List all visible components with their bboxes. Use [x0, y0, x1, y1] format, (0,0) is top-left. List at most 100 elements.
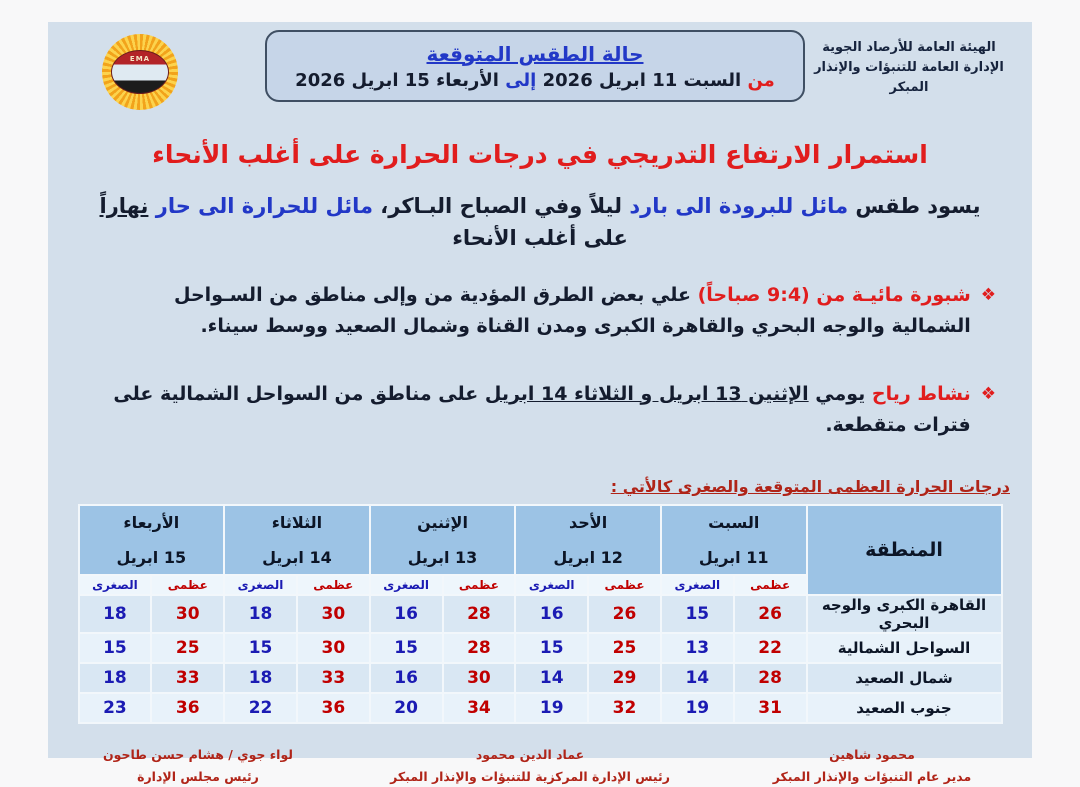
temp-min-day-0: 13	[659, 632, 735, 665]
organization-name: الهيئة العامة للأرصاد الجوية الإدارة الع…	[794, 38, 1024, 98]
signature-block: لواء جوي / هشام حسن طاحون رئيس مجلس الإد…	[78, 744, 318, 787]
ema-logo-text: EMA	[129, 55, 151, 63]
signature-name: محمود شاهين	[829, 747, 915, 763]
summary-part-1: يسود طقس	[848, 194, 981, 218]
temp-min-day-2: 16	[368, 594, 444, 635]
date-from-label: من	[747, 69, 775, 91]
subheader-min-day-2: الصغرى	[368, 574, 444, 597]
temp-min-day-3: 15	[223, 632, 298, 665]
forecast-bullets: ❖ شبورة مائيـة من (9:4 صباحاً) علي بعض ا…	[108, 280, 996, 441]
summary-part-5: نهاراً	[99, 194, 149, 218]
temp-max-day-1: 29	[587, 662, 662, 695]
temp-max-day-3: 30	[295, 632, 371, 665]
temperature-table-body: القاهرة الكبرى والوجه البحري 26 15 26 16 28 16…	[77, 594, 1003, 725]
temp-min-day-2: 15	[368, 632, 444, 665]
ema-logo-icon: EMA	[102, 34, 178, 110]
temp-min-day-0: 14	[659, 662, 735, 695]
temp-max-day-1: 25	[587, 632, 662, 665]
region-label: السواحل الشمالية	[805, 632, 1003, 665]
subheader-max-day-2: عظمى	[441, 574, 517, 597]
temperature-table: المنطقة السبت 11 ابريل الأحد 12 ابريل الإثنين…	[77, 504, 1003, 725]
summary-line-2: على أغلب الأنحاء	[452, 225, 628, 250]
main-headline: استمرار الارتفاع التدريجي في درجات الحرا…	[152, 140, 928, 169]
subheader-min-day-4: الصغرى	[77, 574, 153, 597]
weather-summary: يسود طقس مائل للبرودة الى بارد ليلاً وفي…	[48, 191, 1032, 254]
signature-title: رئيس مجلس الإدارة	[137, 768, 259, 784]
temp-min-day-1: 14	[514, 662, 590, 695]
temp-min-day-4: 18	[77, 594, 153, 635]
temp-max-day-4: 36	[150, 692, 226, 725]
signatures: محمود شاهين مدير عام التنبؤات والإنذار ا…	[78, 744, 1002, 787]
table-row-2: شمال الصعيد 28 14 29 14 30 16 33 18 33 18	[77, 662, 1003, 695]
subheader-max-day-3: عظمى	[295, 574, 371, 597]
signature-title: مدير عام التنبؤات والإنذار المبكر	[772, 768, 972, 784]
summary-part-3: ليلاً وفي الصباح البـاكر،	[372, 194, 630, 218]
temp-max-day-2: 30	[441, 662, 517, 695]
column-header-day-4: الأربعاء 15 ابريل	[77, 504, 226, 577]
column-header-day-3: الثلاثاء 14 ابريل	[223, 504, 371, 577]
temp-min-day-2: 16	[368, 662, 444, 695]
temp-max-day-4: 33	[150, 662, 226, 695]
diamond-bullet-icon: ❖	[980, 383, 996, 404]
temp-max-day-1: 26	[587, 594, 662, 635]
column-header-region: المنطقة	[805, 504, 1003, 597]
document-page: EMA حالة الطقس المتوقعة من السبت 11 ابري…	[48, 22, 1032, 784]
table-caption: درجات الحرارة العظمى المتوقعة والصغرى كا…	[610, 477, 1010, 497]
temp-max-day-3: 33	[295, 662, 371, 695]
temp-min-day-3: 22	[223, 692, 298, 725]
temp-max-day-1: 32	[587, 692, 662, 725]
bullet-wind: ❖ نشاط رياح يومي الإثنين 13 ابريل و الثل…	[108, 379, 996, 442]
temp-max-day-0: 22	[732, 632, 808, 665]
column-header-day-2: الإثنين 13 ابريل	[368, 504, 517, 577]
subheader-max-day-0: عظمى	[732, 574, 808, 597]
summary-part-4: مائل للحرارة الى حار	[155, 194, 373, 218]
org-line-1: الهيئة العامة للأرصاد الجوية	[822, 40, 996, 55]
signature-name: عماد الدين محمود	[475, 747, 585, 763]
table-row-1: السواحل الشمالية 22 13 25 15 28 15 30 15 25 15	[77, 632, 1003, 665]
temp-min-day-0: 15	[659, 594, 735, 635]
date-to: الأربعاء 15 ابريل 2026	[295, 69, 499, 91]
subheader-min-day-0: الصغرى	[659, 574, 735, 597]
bullet-wind-plain: يومي	[808, 382, 872, 405]
temp-min-day-2: 20	[368, 692, 444, 725]
temp-max-day-3: 30	[295, 594, 371, 635]
temp-min-day-1: 19	[514, 692, 590, 725]
temp-min-day-3: 18	[223, 662, 298, 695]
region-label: شمال الصعيد	[805, 662, 1003, 695]
temp-max-day-2: 28	[441, 632, 517, 665]
bullet-fog-text: علي بعض الطرق المؤدية من وإلى مناطق من ا…	[174, 284, 971, 338]
region-label: جنوب الصعيد	[805, 692, 1003, 725]
document-header: EMA حالة الطقس المتوقعة من السبت 11 ابري…	[48, 22, 1032, 126]
summary-part-2: مائل للبرودة الى بارد	[629, 194, 849, 218]
subheader-min-day-3: الصغرى	[223, 574, 298, 597]
temperature-table-head: المنطقة السبت 11 ابريل الأحد 12 ابريل الإثنين…	[77, 504, 1003, 597]
temp-max-day-0: 31	[732, 692, 808, 725]
table-row-0: القاهرة الكبرى والوجه البحري 26 15 26 16 28 16…	[77, 594, 1003, 635]
bullet-fog-highlight: شبورة مائيـة من (9:4 صباحاً)	[697, 284, 971, 306]
temp-max-day-0: 26	[732, 594, 808, 635]
summary-line-1: يسود طقس مائل للبرودة الى بارد ليلاً وفي…	[48, 191, 1032, 223]
signature-block: عماد الدين محمود رئيس الإدارة المركزية ل…	[370, 744, 690, 787]
temp-min-day-4: 15	[77, 632, 153, 665]
bullet-wind-dates: الإثنين 13 ابريل و الثلاثاء 14 ابريل	[484, 382, 809, 405]
temp-max-day-2: 34	[441, 692, 517, 725]
column-header-day-1: الأحد 12 ابريل	[514, 504, 662, 577]
bullet-wind-text: على مناطق من السواحل الشمالية على فترات …	[113, 382, 971, 437]
diamond-bullet-icon: ❖	[980, 285, 996, 305]
date-to-label: إلى	[505, 69, 537, 91]
temp-min-day-1: 15	[514, 632, 590, 665]
column-header-day-0: السبت 11 ابريل	[659, 504, 808, 577]
temp-min-day-3: 18	[223, 594, 298, 635]
table-row-3: جنوب الصعيد 31 19 32 19 34 20 36 22 36 23	[77, 692, 1003, 725]
bullet-fog: ❖ شبورة مائيـة من (9:4 صباحاً) علي بعض ا…	[108, 280, 996, 343]
temp-max-day-2: 28	[441, 594, 517, 635]
org-line-2: الإدارة العامة للتنبؤات والإنذار المبكر	[814, 60, 1004, 96]
temp-max-day-4: 30	[150, 594, 226, 635]
temp-max-day-0: 28	[732, 662, 808, 695]
title-box: حالة الطقس المتوقعة من السبت 11 ابريل 20…	[265, 30, 805, 102]
report-date-range: من السبت 11 ابريل 2026 إلى الأربعاء 15 ا…	[295, 70, 775, 91]
ema-logo-flag-oval: EMA	[111, 50, 169, 94]
signature-title: رئيس الإدارة المركزية للتنبؤات والإنذار …	[390, 768, 670, 784]
temp-max-day-4: 25	[150, 632, 226, 665]
bullet-wind-highlight: نشاط رياح	[871, 382, 971, 405]
